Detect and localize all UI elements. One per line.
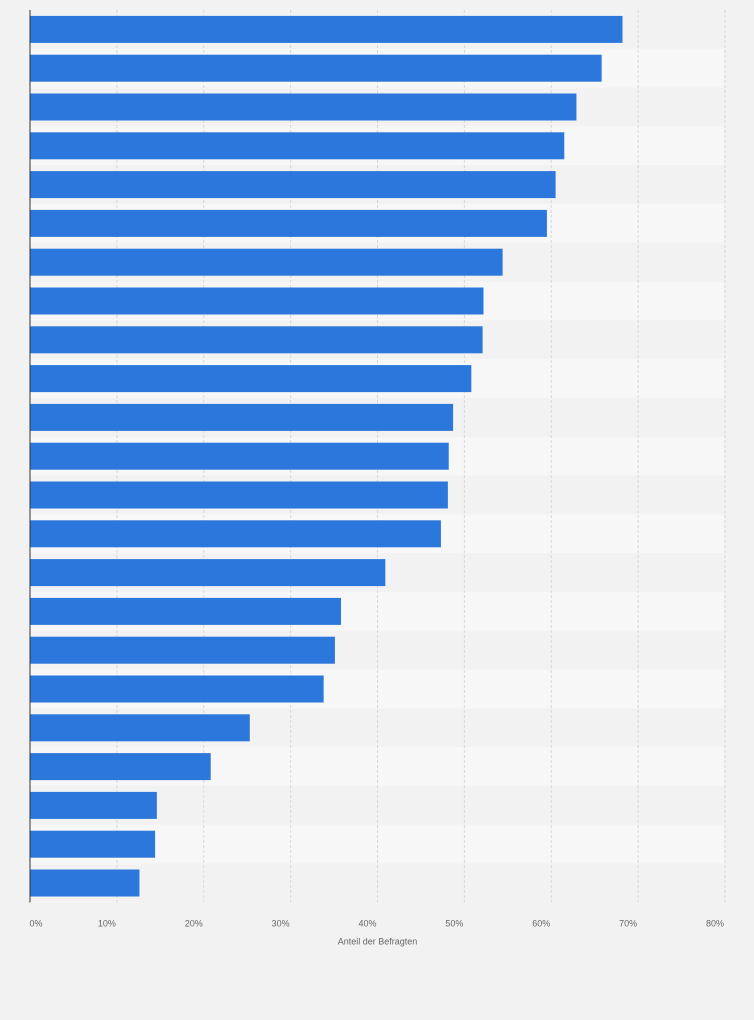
bar[interactable] [30,675,324,703]
bar[interactable] [30,171,556,199]
bar[interactable] [30,830,156,858]
x-tick-label: 0% [29,918,42,928]
bar[interactable] [30,559,386,587]
bar[interactable] [30,791,157,819]
bar[interactable] [30,287,484,315]
bar[interactable] [30,209,547,237]
bar[interactable] [30,403,454,431]
x-tick-label: 60% [532,918,550,928]
bar[interactable] [30,15,623,43]
bar[interactable] [30,93,577,121]
bar[interactable] [30,248,503,276]
x-tick-label: 20% [185,918,203,928]
bar[interactable] [30,520,441,548]
x-tick-label: 40% [358,918,376,928]
x-tick-label: 70% [619,918,637,928]
bar[interactable] [30,869,140,897]
bars [30,15,623,897]
bar[interactable] [30,597,342,625]
bar[interactable] [30,753,211,781]
bar[interactable] [30,54,602,82]
x-tick-label: 50% [445,918,463,928]
bar[interactable] [30,714,250,742]
x-tick-label: 10% [98,918,116,928]
bar[interactable] [30,636,335,664]
x-tick-label: 80% [706,918,724,928]
bar[interactable] [30,326,483,354]
bar[interactable] [30,442,449,470]
x-tick-label: 30% [272,918,290,928]
bar[interactable] [30,132,565,160]
bar[interactable] [30,365,472,393]
x-axis-ticks: 0% 10% 20% 30% 40% 50% 60% 70% 80% [29,918,724,928]
x-axis-title: Anteil der Befragten [338,936,418,946]
bar[interactable] [30,481,448,509]
